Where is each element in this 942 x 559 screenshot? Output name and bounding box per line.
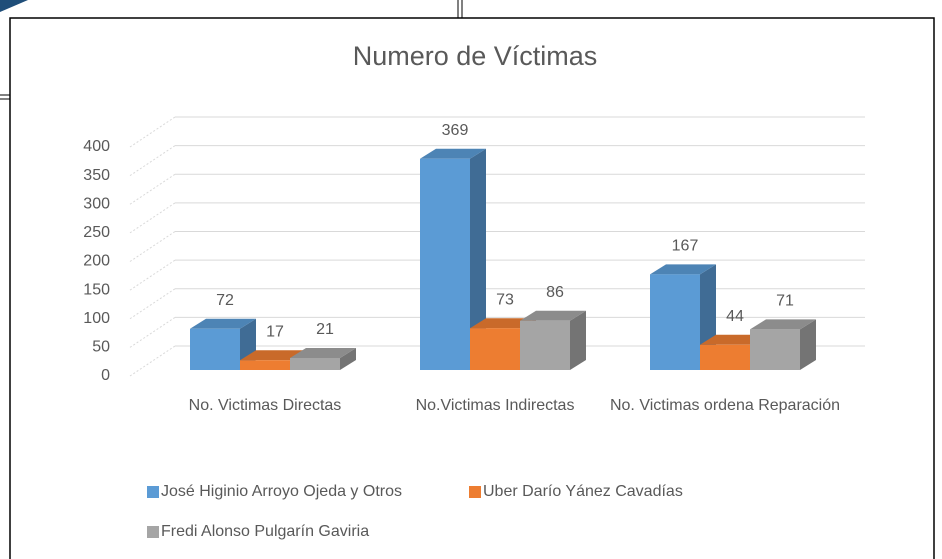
bar-side (570, 310, 586, 370)
grid-line (129, 202, 176, 234)
grid-line (129, 145, 176, 177)
data-label: 21 (316, 321, 334, 338)
y-tick-label: 200 (83, 253, 110, 270)
bar-front (470, 328, 520, 370)
grid-line (129, 173, 176, 205)
y-tick-label: 50 (92, 339, 110, 356)
bar-top (290, 347, 356, 358)
data-label: 73 (496, 291, 514, 308)
grid-line (129, 345, 176, 377)
x-tick-label: No.Victimas Indirectas (415, 397, 575, 414)
bar-front (420, 158, 470, 370)
grid-line (129, 259, 176, 291)
y-tick-label: 400 (83, 138, 110, 155)
x-tick-label-box: No.Victimas Indirectas (415, 397, 575, 414)
bar-side (800, 319, 816, 370)
bar-front (750, 329, 800, 370)
bar (290, 347, 356, 370)
bar-top (750, 319, 816, 330)
data-label: 71 (776, 293, 794, 310)
corner-decoration (0, 0, 28, 12)
bar-front (190, 328, 240, 370)
data-label: 167 (672, 238, 699, 255)
bar-top (700, 334, 766, 345)
legend-label: Fredi Alonso Pulgarín Gaviria (161, 523, 369, 540)
bar (420, 148, 486, 370)
bar-front (520, 320, 570, 370)
legend-label: Uber Darío Yánez Cavadías (483, 483, 683, 500)
grid-line (129, 288, 176, 320)
bar-top (420, 148, 486, 159)
y-tick-label: 100 (83, 310, 110, 327)
x-tick-label: No. Victimas ordena Reparación (609, 397, 841, 414)
bar-top (470, 318, 536, 329)
y-tick-label: 250 (83, 224, 110, 241)
legend-swatch (469, 486, 481, 498)
bar-top (190, 318, 256, 329)
y-tick-label: 0 (101, 367, 110, 384)
data-label: 86 (546, 284, 564, 301)
y-tick-label: 300 (83, 195, 110, 212)
x-tick-label: No. Victimas Directas (188, 397, 342, 414)
bar (520, 310, 586, 370)
data-label: 72 (216, 292, 234, 309)
bar (750, 319, 816, 370)
bar-top (520, 310, 586, 321)
legend-label: José Higinio Arroyo Ojeda y Otros (161, 483, 402, 500)
bar-front (240, 360, 290, 370)
bar-top (240, 350, 306, 361)
legend-swatch (147, 526, 159, 538)
x-tick-label-box: No. Victimas Directas (188, 397, 342, 414)
legend-swatch (147, 486, 159, 498)
y-tick-label: 150 (83, 281, 110, 298)
bar-front (290, 357, 340, 370)
bar-front (700, 344, 750, 370)
x-tick-label-box: No. Victimas ordena Reparación (609, 397, 841, 414)
chart-title: Numero de Víctimas (353, 41, 598, 71)
y-tick-label: 350 (83, 167, 110, 184)
grid-line (129, 316, 176, 348)
data-label: 369 (442, 122, 469, 139)
bar-side (470, 148, 486, 370)
bar-front (650, 274, 700, 370)
data-label: 44 (726, 308, 744, 325)
grid-line (129, 231, 176, 262)
bar-side (340, 347, 356, 370)
grid-line (129, 116, 176, 148)
data-label: 17 (266, 323, 284, 340)
bar-top (650, 264, 716, 275)
